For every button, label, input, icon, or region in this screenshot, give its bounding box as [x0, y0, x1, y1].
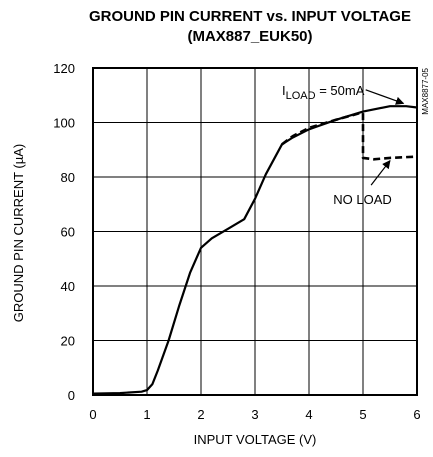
annotation-label: NO LOAD [333, 192, 392, 207]
y-tick-label: 60 [61, 225, 75, 240]
annotation-arrow [365, 89, 405, 105]
y-tick-label: 120 [53, 61, 75, 76]
x-tick-label: 1 [143, 407, 150, 422]
chart-subtitle: (MAX887_EUK50) [187, 28, 312, 45]
y-tick-label: 100 [53, 116, 75, 131]
series-group [92, 105, 418, 395]
series-line-no-load [281, 111, 418, 161]
x-tick-label: 2 [197, 407, 204, 422]
plot-frame [92, 67, 418, 396]
figure-code: MAX8877-05 [421, 67, 430, 114]
chart-title: GROUND PIN CURRENT vs. INPUT VOLTAGE [89, 8, 411, 25]
y-tick-label: 20 [61, 334, 75, 349]
annotations: ILOAD = 50mA NO LOAD [282, 83, 405, 207]
y-tick-label: 0 [68, 388, 75, 403]
x-tick-label: 3 [251, 407, 258, 422]
annotation-arrow [370, 159, 391, 186]
y-tick-label: 80 [61, 170, 75, 185]
y-axis-label: GROUND PIN CURRENT (µA) [11, 144, 26, 322]
x-tick-label: 0 [89, 407, 96, 422]
grid [93, 68, 417, 395]
x-tick-label: 5 [359, 407, 366, 422]
x-tick-label: 6 [413, 407, 420, 422]
x-axis-label: INPUT VOLTAGE (V) [194, 432, 317, 447]
x-tick-label: 4 [305, 407, 312, 422]
annotation-label: ILOAD = 50mA [282, 83, 365, 102]
y-tick-label: 40 [61, 279, 75, 294]
